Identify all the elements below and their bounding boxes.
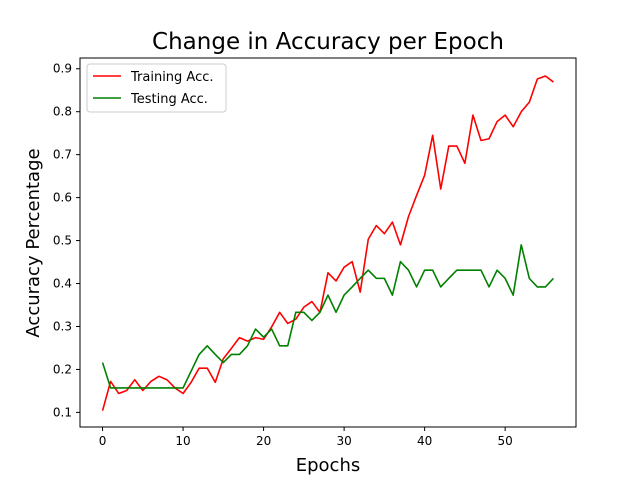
x-tick-label: 0 (99, 434, 107, 448)
x-tick-label: 40 (417, 434, 432, 448)
series-line-testing (101, 244, 555, 389)
x-tick-label: 50 (498, 434, 513, 448)
legend: Training Acc. Testing Acc. (86, 63, 227, 113)
plot-frame (79, 57, 577, 428)
x-axis-label: Epochs (296, 455, 361, 476)
legend-box (86, 63, 227, 113)
x-tick-label: 30 (336, 434, 351, 448)
y-axis-label: Accuracy Percentage (23, 148, 44, 337)
chart-title: Change in Accuracy per Epoch (152, 29, 504, 55)
y-tick-label: 0.6 (53, 191, 72, 205)
axis-ticks: 0 10 20 30 40 50 0.1 0.2 0.3 0.4 0.5 0.6 0.7 0.8 0.9 (53, 62, 513, 448)
y-tick-label: 0.7 (53, 148, 72, 162)
legend-label: Training Acc. (130, 70, 214, 85)
y-tick-label: 0.4 (53, 277, 72, 291)
x-tick-label: 10 (175, 434, 190, 448)
series-line-training (101, 75, 554, 411)
y-tick-label: 0.3 (53, 319, 72, 333)
series-lines (101, 75, 555, 411)
y-tick-label: 0.8 (53, 105, 72, 119)
x-tick-label: 20 (256, 434, 271, 448)
y-tick-label: 0.1 (53, 405, 72, 419)
y-tick-label: 0.5 (53, 234, 72, 248)
legend-label: Testing Acc. (130, 92, 208, 107)
y-tick-label: 0.2 (53, 362, 72, 376)
y-tick-label: 0.9 (53, 62, 72, 76)
